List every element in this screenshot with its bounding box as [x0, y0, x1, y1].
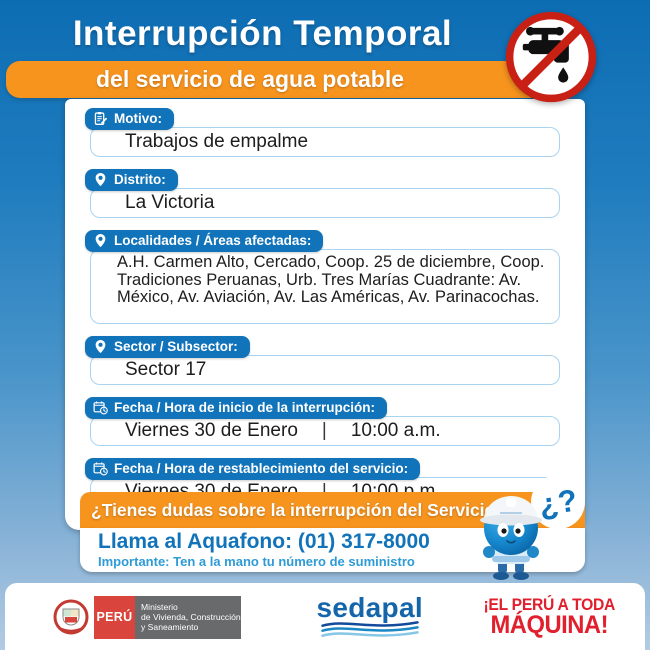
location-pin-icon — [93, 339, 108, 354]
poster-subtitle: del servicio de agua potable — [96, 66, 405, 92]
date-time-separator: | — [321, 420, 327, 441]
motivo-value: Trabajos de empalme — [125, 131, 309, 152]
section-localidades: Localidades / Áreas afectadas: A.H. Carm… — [65, 230, 585, 324]
peru-coat-of-arms-icon — [53, 599, 89, 635]
fecha-inicio-badge: Fecha / Hora de inicio de la interrupció… — [85, 397, 388, 419]
fecha-restablecimiento-label: Fecha / Hora de restablecimiento del ser… — [114, 461, 409, 476]
motivo-badge: Motivo: — [85, 108, 174, 130]
ministry-line: de Vivienda, Construcción — [141, 611, 241, 622]
location-pin-icon — [93, 172, 108, 187]
localidades-badge: Localidades / Áreas afectadas: — [85, 230, 324, 252]
sedapal-mascot: ¿? — [480, 475, 585, 580]
question-bubble: ¿? — [520, 475, 585, 539]
section-distrito: Distrito: La Victoria — [65, 169, 585, 218]
slogan-line-1: ¡EL PERÚ A TODA — [483, 595, 616, 614]
government-logo: PERÚ Ministerio de Vivienda, Construcció… — [53, 595, 241, 639]
sector-value: Sector 17 — [125, 359, 207, 380]
distrito-value-box: La Victoria — [90, 188, 560, 218]
clipboard-icon — [93, 111, 108, 126]
peru-slogan: ¡EL PERÚ A TODA MÁQUINA! — [483, 595, 616, 639]
calendar-clock-icon — [93, 400, 108, 415]
calendar-clock-icon — [93, 461, 108, 476]
aquafono-phone: Llama al Aquafono: (01) 317-8000 — [98, 530, 430, 553]
supply-number-note: Importante: Ten a la mano tu número de s… — [98, 554, 415, 569]
distrito-value: La Victoria — [125, 192, 215, 213]
localidades-value-box: A.H. Carmen Alto, Cercado, Coop. 25 de d… — [90, 249, 560, 324]
section-fecha-inicio: Fecha / Hora de inicio de la interrupció… — [65, 397, 585, 446]
sedapal-logo-text: sedapal — [316, 591, 423, 623]
localidades-label: Localidades / Áreas afectadas: — [114, 233, 312, 248]
sector-badge: Sector / Subsector: — [85, 336, 250, 358]
location-pin-icon — [93, 233, 108, 248]
fecha-inicio-label: Fecha / Hora de inicio de la interrupció… — [114, 400, 376, 415]
distrito-label: Distrito: — [114, 172, 166, 187]
section-sector: Sector / Subsector: Sector 17 — [65, 336, 585, 385]
motivo-label: Motivo: — [114, 111, 162, 126]
ministry-line: y Saneamiento — [141, 622, 199, 633]
fecha-restablecimiento-badge: Fecha / Hora de restablecimiento del ser… — [85, 458, 421, 480]
no-water-sign-icon — [505, 11, 597, 103]
ministry-label-box: Ministerio de Vivienda, Construcción y S… — [135, 595, 241, 639]
sector-value-box: Sector 17 — [90, 355, 560, 385]
footer-logos-bar: PERÚ Ministerio de Vivienda, Construcció… — [5, 583, 645, 650]
peru-label: PERÚ — [96, 610, 133, 624]
fecha-inicio-time: 10:00 a.m. — [350, 420, 441, 441]
peru-label-box: PERÚ — [94, 595, 135, 639]
fecha-inicio-value-box: Viernes 30 de Enero | 10:00 a.m. — [90, 416, 560, 446]
interruption-details-card: Motivo: Trabajos de empalme Distrito: La… — [65, 99, 585, 530]
ministry-line: Ministerio — [141, 601, 178, 612]
slogan-line-2: MÁQUINA! — [490, 610, 609, 639]
sedapal-waves-icon — [320, 621, 419, 638]
distrito-badge: Distrito: — [85, 169, 178, 191]
date-time-separator: | — [322, 481, 327, 502]
section-motivo: Motivo: Trabajos de empalme — [65, 108, 585, 157]
poster-title: Interrupción Temporal — [72, 14, 453, 53]
localidades-value: A.H. Carmen Alto, Cercado, Coop. 25 de d… — [117, 253, 545, 307]
sedapal-logo: sedapal — [314, 591, 426, 639]
subtitle-banner: del servicio de agua potable — [6, 61, 544, 98]
motivo-value-box: Trabajos de empalme — [90, 127, 560, 157]
question-bubble-text: ¿? — [537, 483, 579, 523]
sector-label: Sector / Subsector: — [114, 339, 238, 354]
fecha-inicio-date: Viernes 30 de Enero — [125, 420, 298, 441]
